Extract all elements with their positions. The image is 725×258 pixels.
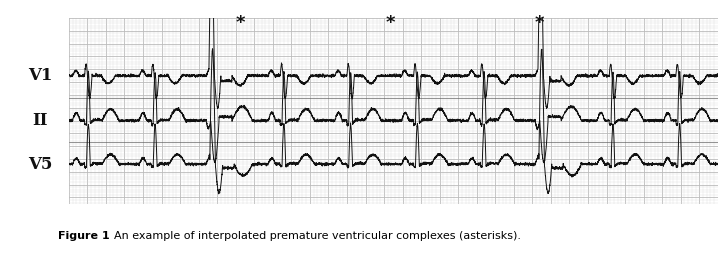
Text: An example of interpolated premature ventricular complexes (asterisks).: An example of interpolated premature ven… xyxy=(114,231,521,241)
Text: Figure 1: Figure 1 xyxy=(58,231,109,241)
Text: *: * xyxy=(236,14,246,32)
Text: *: * xyxy=(385,14,395,32)
Text: *: * xyxy=(534,14,544,32)
Text: V5: V5 xyxy=(28,156,52,173)
Text: II: II xyxy=(32,112,48,129)
Text: V1: V1 xyxy=(28,67,52,84)
